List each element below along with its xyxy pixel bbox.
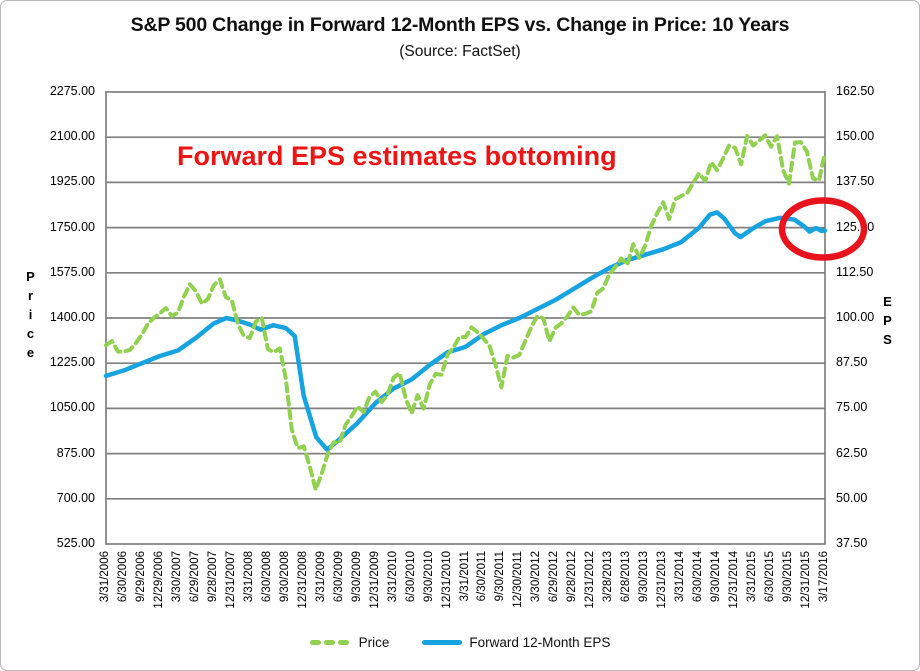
- x-axis-tick: 6/30/2015: [764, 551, 777, 603]
- x-axis-tick: 12/31/2009: [368, 551, 381, 609]
- x-axis-tick: 3/17/2016: [818, 551, 830, 603]
- legend-label-price: Price: [358, 635, 390, 650]
- annotation-text: Forward EPS estimates bottoming: [177, 141, 617, 171]
- left-axis-tick: 700.00: [56, 490, 95, 505]
- x-axis-tick: 3/31/2010: [386, 551, 399, 603]
- left-axis-tick: 1050.00: [49, 400, 95, 415]
- left-axis-tick: 875.00: [56, 445, 95, 460]
- right-axis-tick: 75.00: [836, 400, 868, 415]
- x-axis-tick: 3/31/2006: [99, 551, 111, 603]
- x-axis-tick: 9/28/2012: [566, 551, 579, 603]
- legend: Price Forward 12-Month EPS: [1, 635, 919, 650]
- right-axis-tick: 112.50: [836, 264, 874, 279]
- left-axis-title: Price: [23, 269, 38, 364]
- eps-line-icon: [422, 640, 463, 645]
- x-axis-tick: 9/28/2007: [206, 551, 219, 603]
- price-legend-marker: [309, 640, 352, 645]
- x-axis-tick: 12/31/2015: [800, 551, 813, 609]
- right-axis-tick: 50.00: [836, 490, 868, 505]
- x-axis-tick: 12/31/2007: [224, 551, 237, 609]
- right-axis-tick: 162.50: [836, 84, 875, 98]
- x-axis-tick: 12/31/2008: [296, 551, 309, 609]
- price-dash-icon: [337, 640, 349, 645]
- x-axis-tick: 6/28/2013: [620, 551, 633, 603]
- price-dash-icon: [309, 640, 321, 645]
- x-axis-tick: 12/31/2014: [728, 551, 741, 609]
- x-axis-tick: 6/29/2012: [548, 551, 561, 603]
- price-line: [104, 133, 827, 492]
- x-axis-tick: 9/30/2013: [638, 551, 651, 603]
- x-axis-tick: 9/30/2010: [422, 551, 435, 603]
- x-axis-tick: 6/30/2014: [692, 551, 705, 603]
- x-axis-tick: 12/31/2013: [656, 551, 669, 609]
- x-axis-tick: 9/29/2006: [134, 551, 147, 603]
- x-axis-tick: 12/30/2011: [512, 551, 525, 608]
- x-axis-tick: 3/31/2014: [674, 551, 687, 603]
- x-axis-tick: 6/29/2007: [188, 551, 201, 603]
- right-axis-tick: 150.00: [836, 129, 875, 144]
- x-axis-tick: 3/31/2015: [746, 551, 759, 603]
- right-axis-tick: 100.00: [836, 310, 875, 324]
- x-axis-tick: 9/30/2008: [278, 551, 291, 603]
- right-axis-tick: 125.00: [836, 219, 875, 234]
- left-axis-tick: 2100.00: [49, 129, 95, 144]
- x-axis-tick: 9/30/2011: [494, 551, 507, 602]
- x-axis-tick: 9/30/2015: [782, 551, 795, 603]
- x-axis-tick: 9/30/2009: [350, 551, 363, 603]
- chart-title: S&P 500 Change in Forward 12-Month EPS v…: [130, 14, 790, 36]
- x-axis-tick: 12/29/2006: [152, 551, 165, 609]
- x-axis-tick: 3/30/2012: [530, 551, 543, 603]
- left-axis-tick: 2275.00: [49, 84, 95, 98]
- eps-line: [103, 210, 828, 452]
- x-axis-tick: 3/28/2013: [602, 551, 615, 603]
- right-axis-tick: 37.50: [836, 536, 868, 550]
- x-axis-tick: 3/31/2008: [242, 551, 255, 603]
- x-axis-tick: 9/30/2014: [710, 551, 723, 603]
- x-axis-tick: 6/30/2006: [116, 551, 129, 603]
- eps-legend-marker: [422, 640, 463, 645]
- chart-subtitle: (Source: FactSet): [399, 43, 521, 60]
- x-axis-tick: 3/31/2009: [314, 551, 327, 603]
- right-axis-tick: 87.50: [836, 355, 868, 370]
- x-axis-tick: 6/30/2010: [404, 551, 417, 603]
- left-axis-tick: 1925.00: [49, 174, 95, 189]
- left-axis-tick: 1750.00: [49, 219, 95, 234]
- x-axis-tick: 6/30/2008: [260, 551, 273, 603]
- right-axis-tick: 62.50: [836, 445, 868, 460]
- x-axis-tick: 6/30/2009: [332, 551, 345, 603]
- x-axis-tick: 12/31/2012: [584, 551, 597, 609]
- right-axis-title: EPS: [880, 294, 895, 351]
- left-axis-tick: 1400.00: [49, 310, 95, 324]
- left-axis-tick: 1225.00: [49, 355, 95, 370]
- x-axis-tick: 3/30/2007: [170, 551, 183, 603]
- left-axis-tick: 1575.00: [49, 264, 95, 279]
- legend-label-eps: Forward 12-Month EPS: [469, 635, 611, 650]
- left-axis-tick: 525.00: [56, 536, 95, 550]
- x-axis-tick: 3/31/2011: [458, 551, 471, 602]
- x-axis-tick: 12/31/2010: [440, 551, 453, 609]
- x-axis-tick: 6/30/2011: [476, 551, 489, 602]
- right-axis-tick: 137.50: [836, 174, 875, 189]
- price-dash-icon: [323, 640, 335, 645]
